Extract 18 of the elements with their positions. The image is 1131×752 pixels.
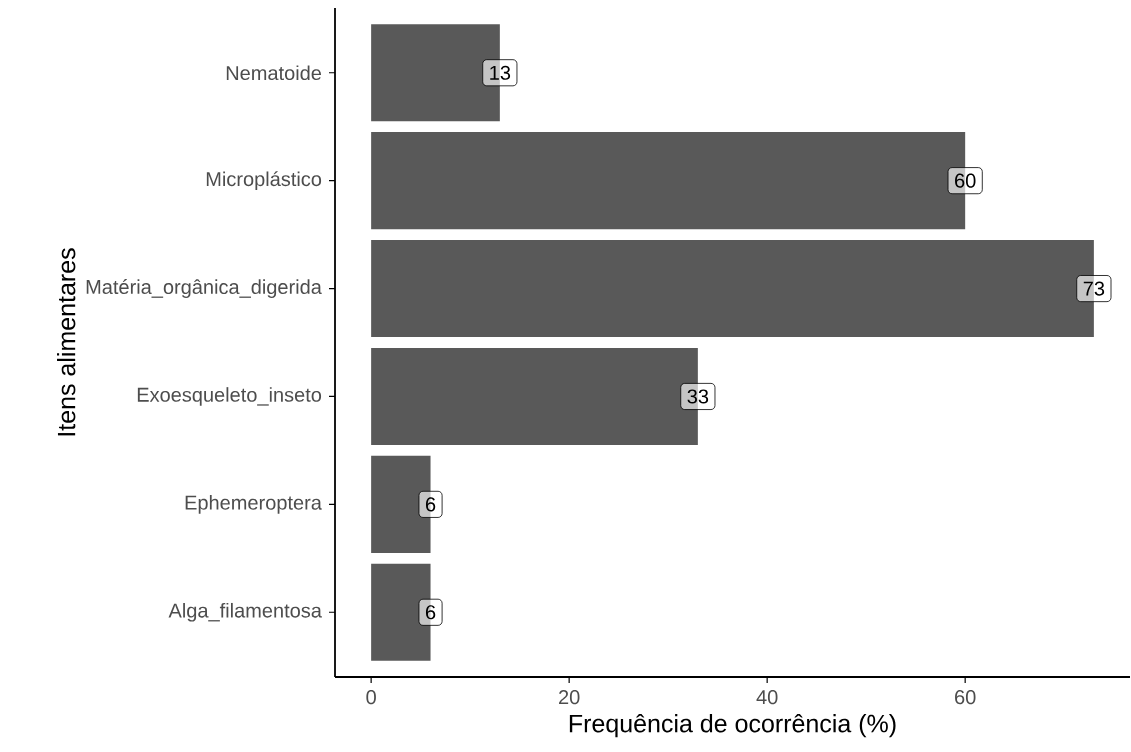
data-label: 33 <box>687 389 709 404</box>
data-label: 6 <box>425 497 436 512</box>
x-axis-title: Frequência de ocorrência (%) <box>569 713 896 738</box>
y-tick-label: Matéria_orgânica_digerida <box>86 279 322 298</box>
y-tick-label: Nematoide <box>226 65 322 81</box>
y-tick-label: Ephemeroptera <box>185 495 322 514</box>
x-tick-label: 60 <box>955 690 976 705</box>
y-tick-label: Alga_filamentosa <box>168 602 322 622</box>
data-label: 60 <box>955 173 976 188</box>
x-tick-label: 40 <box>756 690 778 705</box>
data-label: 13 <box>490 65 511 80</box>
data-label: 6 <box>425 605 436 620</box>
x-tick-label: 20 <box>559 690 580 705</box>
y-axis-title: Itens alimentares <box>57 248 76 436</box>
x-tick-label: 0 <box>366 690 376 705</box>
data-label: 73 <box>1083 281 1105 296</box>
y-tick-label: Microplástico <box>206 171 322 191</box>
y-tick-label: Exoesqueleto_inseto <box>137 387 322 406</box>
